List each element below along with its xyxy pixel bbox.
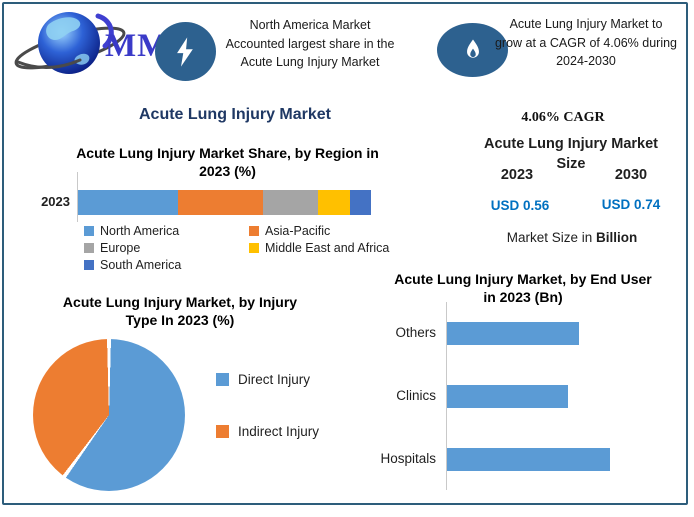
region-stacked-bar — [78, 190, 371, 215]
pie-chart-title: Acute Lung Injury Market, by Injury Type… — [62, 294, 298, 328]
globe-icon — [14, 12, 126, 74]
region-bar-segment — [78, 190, 178, 215]
region-legend-item: Middle East and Africa — [249, 241, 389, 255]
region-bar-segment — [262, 190, 319, 215]
end-user-chart-title: Acute Lung Injury Market, by End User in… — [394, 271, 652, 305]
year-end-label: 2030 — [614, 167, 648, 183]
page-title: Acute Lung Injury Market — [138, 106, 332, 123]
end-user-bar — [447, 384, 568, 408]
legend-label: North America — [100, 224, 180, 238]
region-bar-segment — [350, 190, 371, 215]
legend-label: Indirect Injury — [238, 424, 320, 439]
note-line: Accounted largest share in the — [225, 36, 395, 51]
lightning-icon — [177, 36, 193, 67]
lightning-badge — [155, 22, 216, 81]
end-user-bar — [447, 321, 579, 345]
legend-swatch — [249, 243, 259, 253]
end-user-axis-line — [446, 302, 447, 490]
pie — [33, 339, 185, 491]
end-user-plot: Others Clinics Hospitals — [352, 302, 682, 492]
legend-label: Direct Injury — [238, 372, 311, 387]
year-start-label: 2023 — [500, 167, 534, 183]
end-user-category-label: Hospitals — [380, 451, 436, 466]
legend-swatch — [249, 226, 259, 236]
region-year-label: 2023 — [41, 194, 70, 209]
note-line: Acute Lung Injury Market to — [509, 17, 663, 31]
market-size-caption: Market Size in Billion — [506, 230, 638, 245]
legend-label: South America — [100, 258, 182, 272]
cagr-label: 4.06% CAGR — [521, 110, 605, 125]
end-user-category-label: Clinics — [396, 388, 436, 403]
end-user-category-label: Others — [395, 325, 436, 340]
legend-swatch — [84, 226, 94, 236]
end-user-row: Others — [352, 321, 579, 345]
flame-badge — [437, 23, 508, 77]
note-line: grow at a CAGR of 4.06% during — [494, 35, 678, 50]
legend-swatch — [216, 373, 229, 386]
market-size-heading: Acute Lung Injury Market — [483, 136, 659, 152]
legend-swatch — [84, 243, 94, 253]
region-bar-segment — [177, 190, 263, 215]
note-line: North America Market — [249, 18, 371, 32]
region-legend-item: Europe — [84, 241, 249, 255]
region-legend-item: North America — [84, 224, 249, 238]
market-value-end: USD 0.74 — [601, 197, 661, 212]
legend-swatch — [84, 260, 94, 270]
highlight-left-note: North America Market Accounted largest s… — [205, 16, 415, 72]
market-value-start: USD 0.56 — [490, 198, 550, 213]
highlight-right-note: Acute Lung Injury Market to grow at a CA… — [487, 15, 685, 71]
region-legend-item: Asia-Pacific — [249, 224, 389, 238]
mmr-logo: MMR — [8, 4, 203, 78]
region-chart-title: Acute Lung Injury Market Share, by Regio… — [76, 145, 379, 179]
region-legend: North America Asia-Pacific Europe Middle Ea… — [84, 224, 389, 272]
pie-legend-item: Indirect Injury — [216, 424, 319, 439]
pie-legend: Direct Injury Indirect Injury — [216, 372, 319, 439]
end-user-bar — [447, 447, 610, 471]
region-axis-line — [77, 172, 78, 222]
legend-swatch — [216, 425, 229, 438]
note-line: 2024-2030 — [556, 54, 616, 68]
market-size-heading-size: Size — [556, 156, 586, 172]
note-line: Acute Lung Injury Market — [240, 55, 380, 69]
pie-legend-item: Direct Injury — [216, 372, 319, 387]
flame-icon — [466, 39, 479, 58]
legend-label: Middle East and Africa — [265, 241, 390, 255]
region-legend-item: South America — [84, 258, 249, 272]
end-user-row: Hospitals — [352, 447, 610, 471]
region-bar-segment — [318, 190, 351, 215]
end-user-row: Clinics — [352, 384, 568, 408]
legend-label: Asia-Pacific — [265, 224, 331, 238]
legend-label: Europe — [100, 241, 141, 255]
